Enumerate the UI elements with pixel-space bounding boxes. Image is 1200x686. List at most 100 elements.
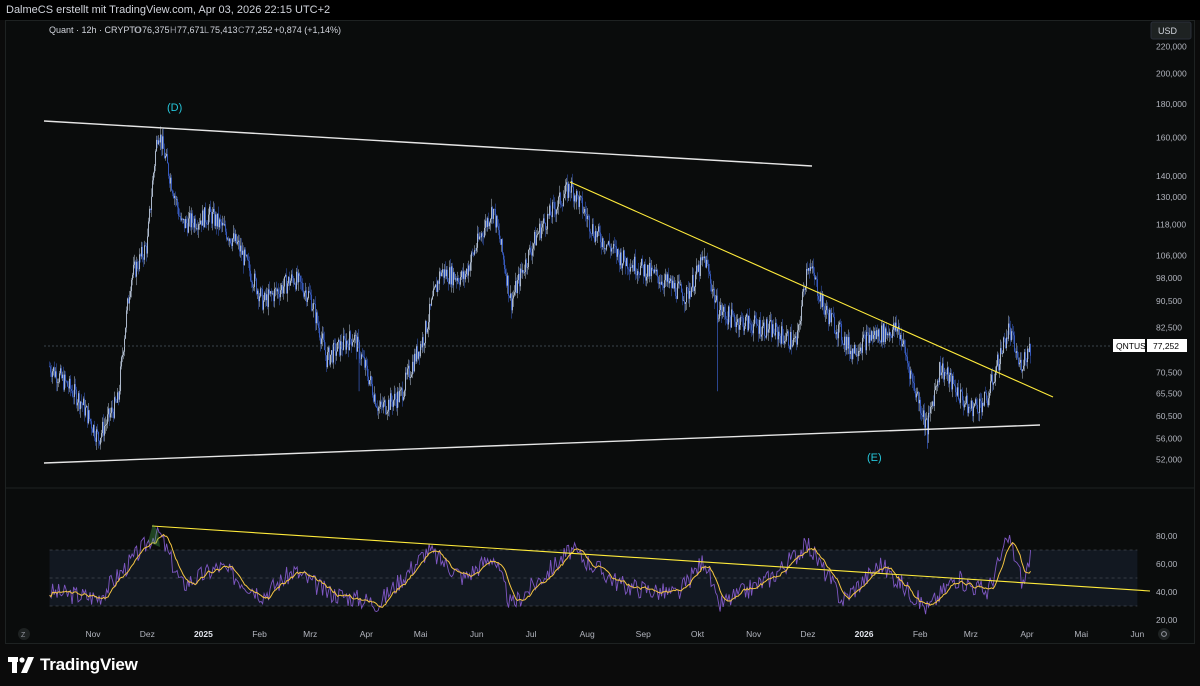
price-axis-label: 90,500 bbox=[1156, 296, 1182, 306]
candle-body bbox=[754, 315, 756, 325]
candle-body bbox=[1015, 351, 1017, 353]
candle-body bbox=[170, 177, 172, 184]
candle-body bbox=[202, 210, 204, 226]
candle-body bbox=[1028, 348, 1030, 353]
legend-low-value: 75,413 bbox=[210, 25, 238, 35]
candle-body bbox=[847, 336, 849, 349]
candle-body bbox=[686, 287, 688, 303]
candle-body bbox=[420, 344, 422, 357]
candle-body bbox=[84, 398, 86, 416]
price-tag[interactable]: QNTUSD 77,252 bbox=[1113, 339, 1187, 352]
price-axis[interactable]: 220,000 200,000 180,000 160,000 140,000 130,0… bbox=[1156, 41, 1187, 464]
time-axis-label: Feb bbox=[252, 629, 267, 639]
candle-body bbox=[472, 252, 474, 254]
tradingview-logo[interactable]: TradingView bbox=[8, 654, 138, 676]
price-axis-label: 70,500 bbox=[1156, 367, 1182, 377]
candle-body bbox=[610, 246, 612, 252]
candle-body bbox=[932, 401, 934, 406]
candle-body bbox=[511, 293, 513, 311]
candle-body bbox=[902, 344, 904, 347]
price-axis-label: 130,000 bbox=[1156, 192, 1187, 202]
candle-body bbox=[521, 268, 523, 273]
candle-body bbox=[291, 274, 293, 281]
time-axis[interactable]: Nov Dez 2025 Feb Mrz Apr Mai Jun Jul Aug Sep Okt Nov… bbox=[85, 629, 1144, 639]
candle-body bbox=[592, 224, 594, 234]
candle-body bbox=[786, 333, 788, 341]
candle-body bbox=[1017, 351, 1019, 358]
candle-body bbox=[1024, 352, 1026, 366]
candle-body bbox=[251, 280, 253, 283]
candle-body bbox=[1007, 337, 1009, 339]
candle-body bbox=[98, 431, 100, 441]
candle-body bbox=[401, 388, 403, 390]
candle-body bbox=[107, 414, 109, 424]
footer bbox=[0, 644, 1200, 686]
candle-body bbox=[415, 353, 417, 362]
candle-body bbox=[397, 391, 399, 408]
candle-body bbox=[624, 250, 626, 261]
candle-body bbox=[669, 280, 671, 284]
candle-body bbox=[782, 326, 784, 336]
candle-body bbox=[617, 248, 619, 257]
candle-body bbox=[309, 291, 311, 293]
candle-body bbox=[788, 331, 790, 346]
zoom-button[interactable]: Z bbox=[18, 628, 30, 640]
candle-body bbox=[530, 247, 532, 253]
candle-body bbox=[579, 196, 581, 207]
candle-body bbox=[598, 226, 600, 232]
attribution-text: DalmeCS erstellt mit TradingView.com, Ap… bbox=[6, 4, 331, 16]
lower-triangle-trendline[interactable] bbox=[43, 424, 1041, 464]
rsi-trendline[interactable] bbox=[151, 525, 1151, 592]
candle-body bbox=[971, 400, 973, 409]
candle-body bbox=[377, 407, 379, 411]
rsi-axis[interactable]: 80,00 60,00 40,00 20,00 bbox=[1156, 531, 1178, 625]
candle-body bbox=[1026, 360, 1028, 363]
candle-body bbox=[842, 340, 844, 344]
candle-body bbox=[81, 401, 83, 404]
candle-body bbox=[323, 333, 325, 341]
rsi-bands bbox=[49, 549, 1138, 607]
candle-body bbox=[313, 303, 315, 310]
candle-body bbox=[567, 182, 569, 199]
candle-body bbox=[622, 263, 624, 269]
legend-open-value: 76,375 bbox=[142, 25, 170, 35]
wave-e-label[interactable]: (E) bbox=[867, 452, 882, 464]
candle-body bbox=[404, 390, 406, 398]
candle-body bbox=[155, 151, 157, 167]
candle-body bbox=[1020, 359, 1022, 363]
wave-d-label[interactable]: (D) bbox=[167, 102, 182, 114]
candle-body bbox=[643, 264, 645, 277]
candle-body bbox=[441, 272, 443, 277]
candle-body bbox=[70, 378, 72, 389]
candle-body bbox=[76, 389, 78, 406]
candle-body bbox=[269, 289, 271, 294]
candle-body bbox=[156, 139, 158, 152]
candle-body bbox=[716, 295, 718, 301]
candle-body bbox=[216, 214, 218, 227]
candle-body bbox=[428, 322, 430, 329]
candle-body bbox=[285, 274, 287, 277]
candle-body bbox=[710, 274, 712, 284]
chart-frame[interactable] bbox=[5, 20, 1195, 644]
candle-body bbox=[834, 316, 836, 334]
candle-body bbox=[145, 245, 147, 247]
settings-button[interactable] bbox=[1158, 628, 1170, 640]
yellow-resistance-trendline[interactable] bbox=[569, 181, 1054, 398]
candle-body bbox=[641, 258, 643, 266]
candle-body bbox=[980, 398, 982, 402]
candle-body bbox=[979, 398, 981, 414]
candle-body bbox=[488, 218, 490, 227]
candle-body bbox=[803, 288, 805, 292]
candle-body bbox=[801, 306, 803, 321]
candle-body bbox=[898, 326, 900, 329]
currency-button[interactable]: USD bbox=[1150, 21, 1192, 40]
candle-body bbox=[240, 245, 242, 252]
upper-triangle-trendline[interactable] bbox=[43, 120, 813, 167]
candle-body bbox=[795, 336, 797, 338]
candle-body bbox=[780, 335, 782, 344]
candle-body bbox=[510, 293, 512, 298]
candle-body bbox=[675, 282, 677, 296]
candle-body bbox=[300, 275, 302, 282]
candle-body bbox=[995, 371, 997, 382]
